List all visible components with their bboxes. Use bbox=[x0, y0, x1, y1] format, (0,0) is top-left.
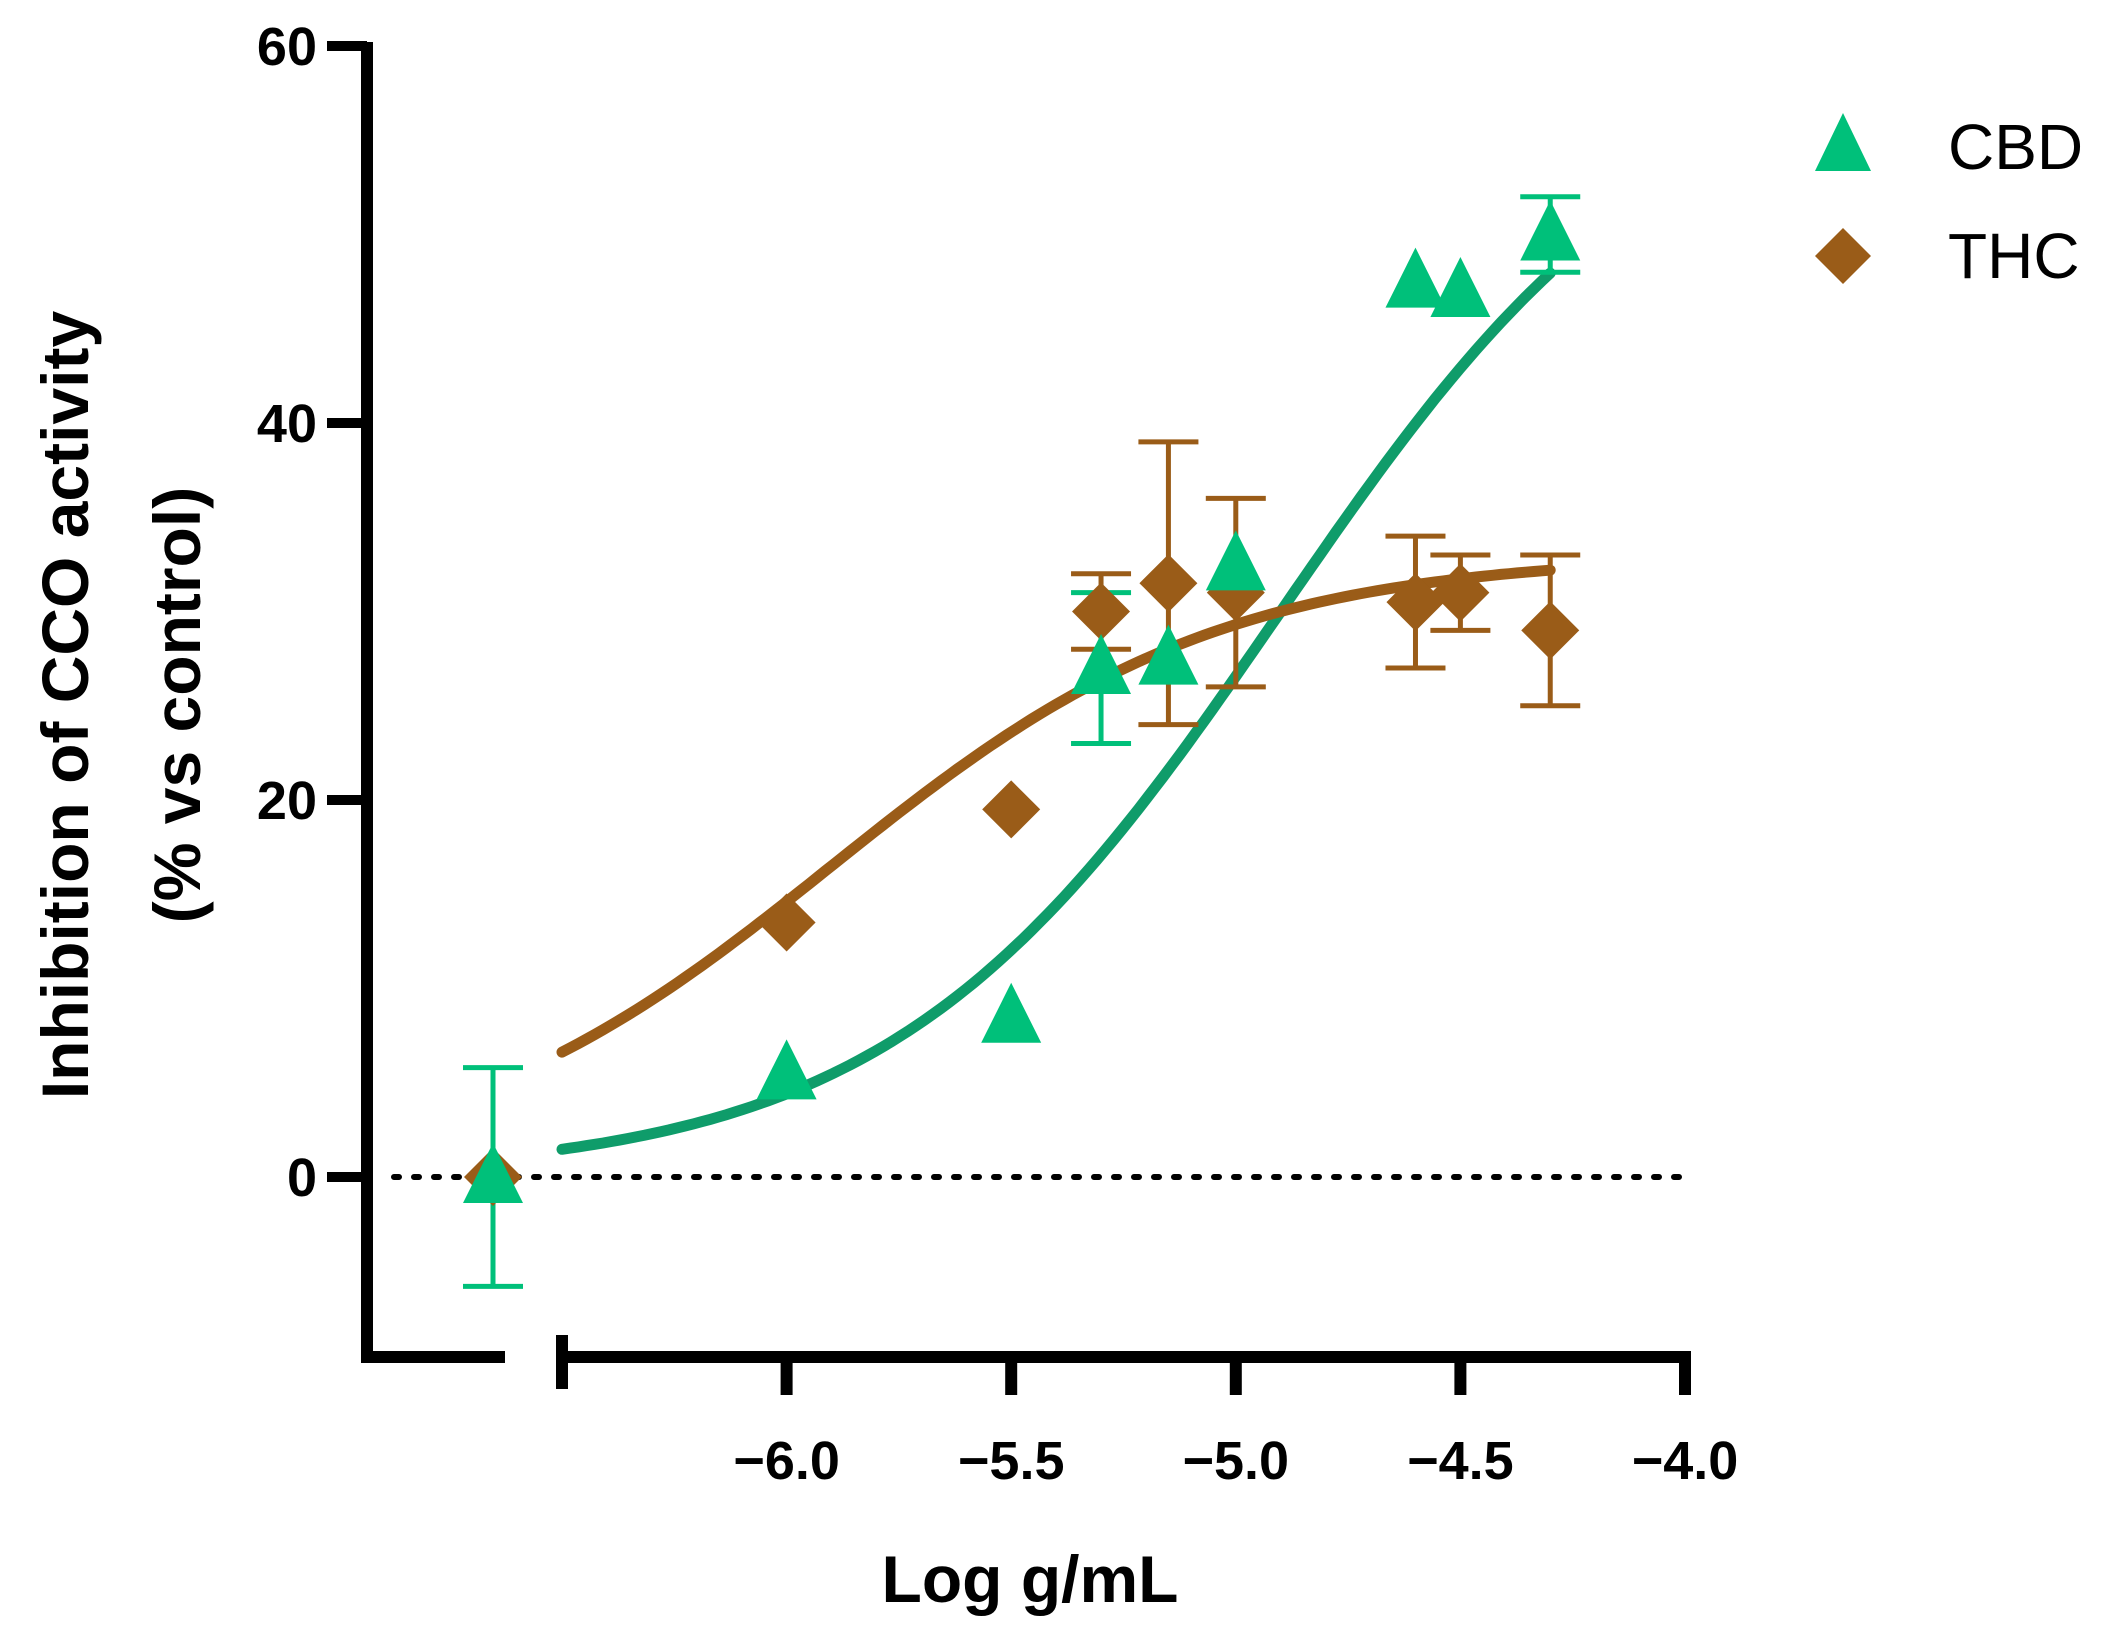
x-tick-label-2: −5.0 bbox=[1182, 1431, 1289, 1491]
point-cbd-1 bbox=[981, 982, 1042, 1043]
data-points-layer bbox=[463, 200, 1581, 1206]
point-thc-0 bbox=[757, 893, 816, 952]
point-cbd-control bbox=[463, 1143, 523, 1203]
point-thc-7 bbox=[1521, 601, 1580, 660]
fit-curves-layer bbox=[556, 267, 1556, 1155]
tick-labels-layer: 0 20 40 60 −6.0 −5.5 −5.0 −4.5 −4.0 bbox=[257, 17, 1738, 1491]
x-axis-title: Log g/mL bbox=[882, 1542, 1179, 1616]
legend-label-thc: THC bbox=[1948, 220, 2080, 292]
legend-label-cbd: CBD bbox=[1948, 111, 2083, 183]
legend-marker-thc bbox=[1815, 228, 1871, 284]
point-cbd-4 bbox=[1205, 530, 1266, 591]
y-tick-label-0: 0 bbox=[287, 1148, 317, 1208]
legend-marker-cbd bbox=[1815, 113, 1871, 171]
point-cbd-2 bbox=[1071, 634, 1132, 695]
point-cbd-0 bbox=[756, 1039, 817, 1100]
y-axis-title-line1: Inhibition of CCO activity bbox=[28, 311, 102, 1100]
point-thc-5 bbox=[1386, 573, 1445, 632]
x-tick-label-0: −6.0 bbox=[733, 1431, 840, 1491]
y-tick-label-20: 20 bbox=[257, 771, 317, 831]
y-tick-label-60: 60 bbox=[257, 17, 317, 77]
point-cbd-5 bbox=[1385, 247, 1446, 308]
x-tick-label-4: −4.0 bbox=[1632, 1431, 1739, 1491]
point-thc-1 bbox=[982, 780, 1041, 839]
axes-layer bbox=[327, 41, 1691, 1395]
fit-curve-thc bbox=[556, 564, 1556, 1058]
point-thc-2 bbox=[1072, 582, 1131, 641]
point-cbd-6 bbox=[1430, 257, 1491, 318]
fit-curve-cbd bbox=[556, 267, 1556, 1155]
x-tick-label-1: −5.5 bbox=[958, 1431, 1065, 1491]
point-thc-6 bbox=[1431, 563, 1490, 622]
x-tick-label-3: −4.5 bbox=[1407, 1431, 1514, 1491]
y-axis-title-line2: (% vs control) bbox=[140, 487, 214, 923]
point-thc-3 bbox=[1139, 554, 1198, 613]
legend: CBD THC bbox=[1815, 111, 2083, 292]
point-cbd-7 bbox=[1520, 200, 1581, 261]
y-tick-label-40: 40 bbox=[257, 394, 317, 454]
error-bars-layer bbox=[463, 194, 1581, 1289]
point-cbd-3 bbox=[1138, 624, 1199, 685]
